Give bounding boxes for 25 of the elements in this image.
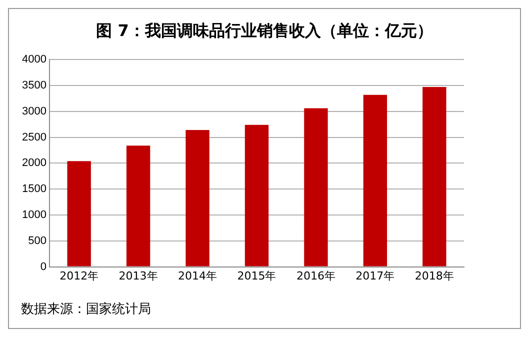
y-tick-label: 1500: [22, 183, 46, 196]
bar: [186, 130, 210, 266]
bar: [363, 94, 388, 266]
bar: [244, 124, 269, 266]
x-tick-label: 2014年: [178, 269, 218, 282]
y-tick-label: 2000: [22, 157, 46, 170]
bar: [126, 146, 150, 266]
source-note: 数据来源：国家统计局: [21, 301, 151, 318]
x-tick-label: 2013年: [118, 269, 158, 282]
y-tick-label: 4000: [22, 54, 46, 66]
x-tick-label: 2016年: [296, 269, 336, 282]
bar: [67, 161, 91, 266]
y-tick-label: 2500: [22, 131, 46, 144]
y-tick-label: 0: [40, 260, 46, 273]
bar: [422, 87, 446, 266]
x-tick-label: 2018年: [414, 269, 454, 282]
x-tick-label: 2017年: [356, 269, 395, 282]
x-tick-label: 2012年: [60, 269, 99, 282]
y-tick-label: 500: [28, 234, 46, 247]
x-tick-label: 2015年: [237, 269, 276, 282]
chart-title: 图 7：我国调味品行业销售收入（单位：亿元）: [95, 21, 434, 42]
y-tick-label: 3000: [22, 105, 46, 118]
bar: [304, 108, 328, 266]
y-tick-label: 1000: [22, 209, 46, 222]
y-tick-label: 3500: [22, 80, 46, 92]
